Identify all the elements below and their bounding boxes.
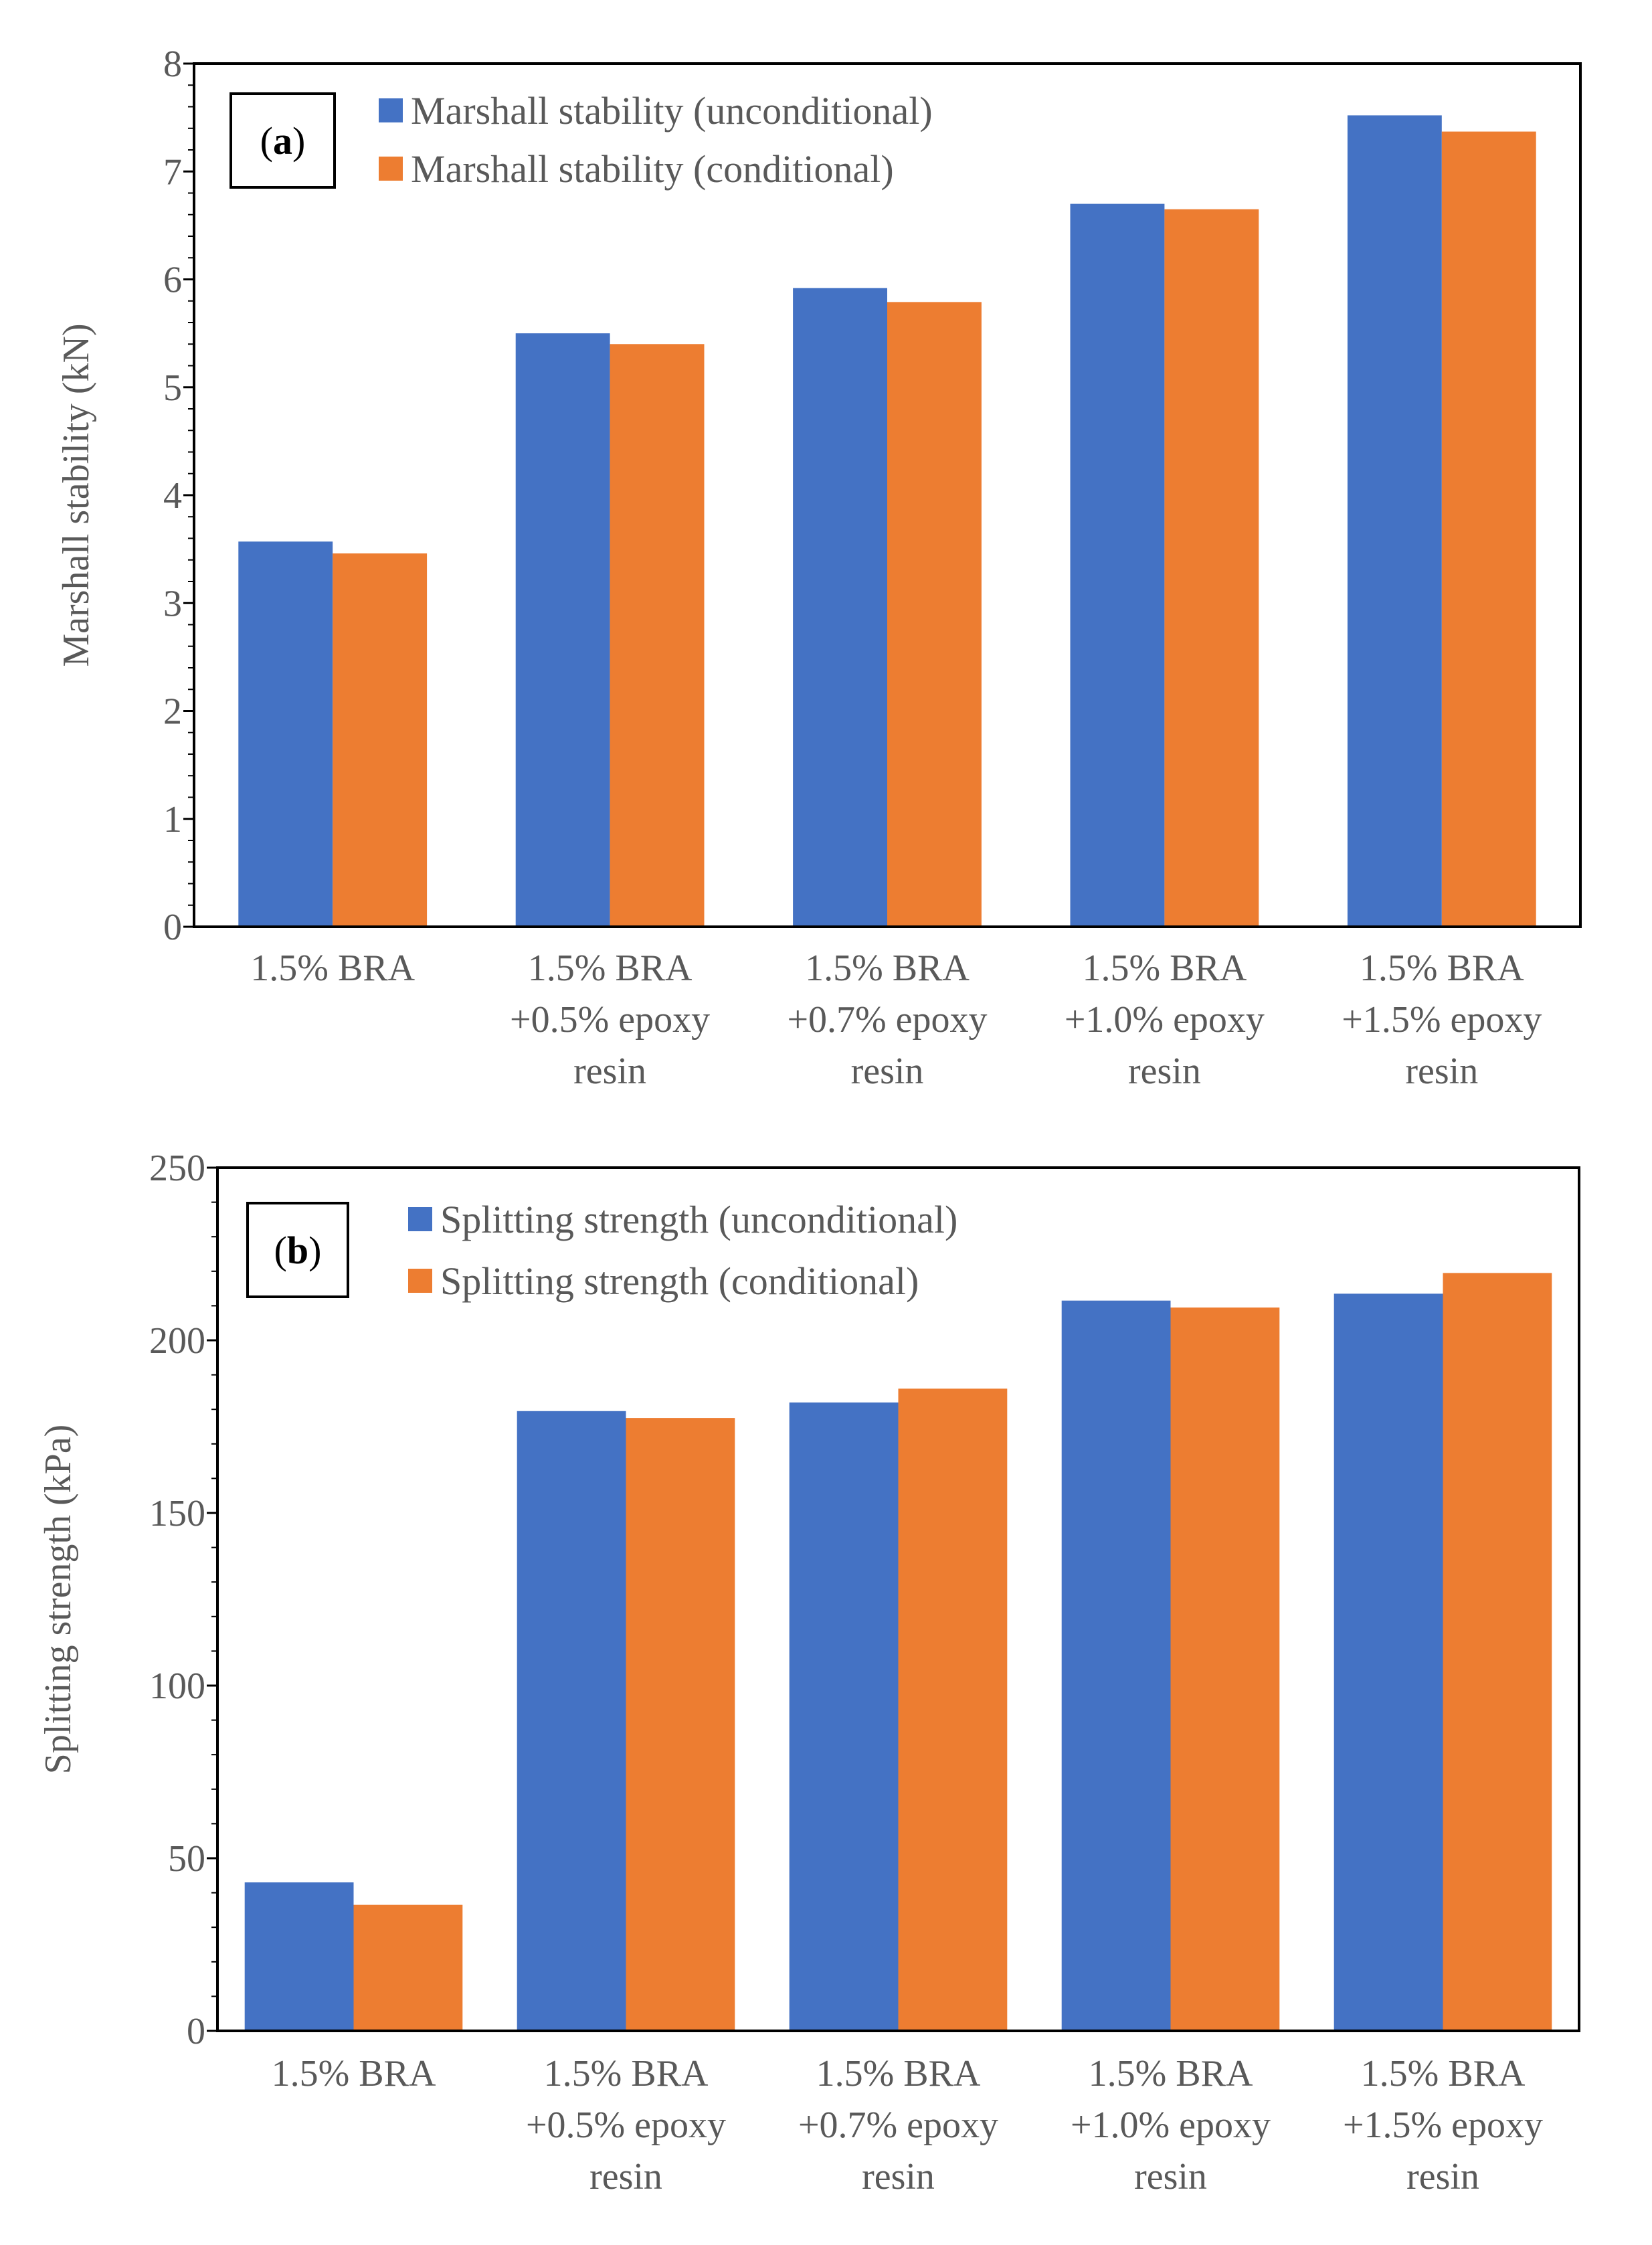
panel-letter: a — [273, 119, 292, 163]
bar-conditional-0 — [353, 1904, 463, 2031]
chart-a-marshall-stability: 0 1 2 3 4 5 6 7 8 Marshall stability (kN) 1.5% BRA… — [56, 43, 1582, 1092]
y-tick-label: 8 — [163, 43, 182, 85]
panel-letter: b — [287, 1229, 308, 1272]
category-label: 1.5% BRA — [544, 2053, 709, 2094]
legend-label-conditional: Marshall stability (conditional) — [411, 147, 894, 191]
category-label: 1.5% BRA — [805, 948, 970, 989]
category-label: resin — [1406, 2156, 1479, 2197]
y-axis-label: Splitting strength (kPa) — [37, 1425, 79, 1775]
y-tick-label: 1 — [163, 799, 182, 840]
category-label: +1.0% epoxy — [1071, 2104, 1271, 2146]
category-label: resin — [1128, 1051, 1201, 1092]
bar-unconditional-0 — [244, 1882, 354, 2031]
legend-label-unconditional: Splitting strength (unconditional) — [440, 1198, 957, 1241]
bar-unconditional-1 — [517, 1411, 626, 2031]
panel-label: (b) — [274, 1229, 322, 1272]
y-tick-label: 2 — [163, 691, 182, 733]
category-label: resin — [573, 1051, 646, 1092]
y-tick-label: 100 — [149, 1666, 205, 1707]
category-label: resin — [862, 2156, 935, 2197]
category-label: resin — [1134, 2156, 1207, 2197]
legend-label-unconditional: Marshall stability (unconditional) — [411, 89, 933, 132]
bar-unconditional-3 — [1061, 1300, 1171, 2031]
bar-unconditional-2 — [793, 288, 887, 927]
panel-label-box — [230, 92, 336, 189]
category-label: resin — [851, 1051, 924, 1092]
y-tick-label: 0 — [187, 2011, 205, 2052]
legend-swatch-conditional — [408, 1269, 432, 1293]
y-tick-label: 5 — [163, 367, 182, 409]
bar-conditional-1 — [610, 344, 705, 927]
y-tick-label: 3 — [163, 583, 182, 624]
category-label: resin — [1405, 1051, 1478, 1092]
y-tick-label: 6 — [163, 260, 182, 301]
category-label: 1.5% BRA — [1083, 948, 1247, 989]
category-label: 1.5% BRA — [272, 2053, 436, 2094]
y-tick-label: 4 — [163, 475, 182, 517]
bar-unconditional-4 — [1334, 1293, 1443, 2031]
bar-conditional-1 — [626, 1418, 735, 2031]
category-label: +1.5% epoxy — [1342, 999, 1542, 1041]
category-label: resin — [589, 2156, 662, 2197]
bar-conditional-2 — [898, 1388, 1008, 2031]
bar-unconditional-2 — [789, 1402, 899, 2031]
plot-frame — [216, 1166, 1580, 2032]
y-tick-label: 50 — [168, 1838, 205, 1880]
category-label: +0.7% epoxy — [798, 2104, 998, 2146]
legend-swatch-unconditional — [379, 98, 403, 122]
bar-conditional-3 — [1164, 209, 1259, 927]
bar-unconditional-3 — [1070, 203, 1165, 927]
category-label: +0.7% epoxy — [787, 999, 987, 1041]
category-label: 1.5% BRA — [250, 948, 415, 989]
y-tick-label: 250 — [149, 1148, 205, 1189]
category-label: 1.5% BRA — [816, 2053, 981, 2094]
bar-conditional-4 — [1441, 131, 1536, 927]
category-label: +1.0% epoxy — [1065, 999, 1265, 1041]
y-tick-label: 200 — [149, 1320, 205, 1362]
category-label: +1.5% epoxy — [1343, 2104, 1543, 2146]
panel-label: (a) — [260, 119, 306, 163]
bar-unconditional-0 — [238, 541, 333, 927]
bar-conditional-0 — [333, 553, 428, 927]
bar-unconditional-4 — [1347, 115, 1442, 927]
bar-conditional-2 — [887, 302, 982, 927]
category-label: 1.5% BRA — [1361, 2053, 1526, 2094]
category-label: 1.5% BRA — [1089, 2053, 1253, 2094]
bar-unconditional-1 — [515, 333, 610, 927]
legend-swatch-unconditional — [408, 1207, 432, 1231]
bar-conditional-4 — [1443, 1273, 1552, 2031]
category-label: 1.5% BRA — [1360, 948, 1524, 989]
category-label: +0.5% epoxy — [526, 2104, 726, 2146]
panel-label-box — [246, 1202, 349, 1298]
chart-b-splitting-strength: 0 50 100 150 200 250 Splitting strength (kPa) 1… — [37, 1148, 1580, 2197]
bar-conditional-3 — [1170, 1307, 1280, 2031]
category-label: +0.5% epoxy — [510, 999, 710, 1041]
legend-swatch-conditional — [379, 157, 403, 181]
y-tick-label: 7 — [163, 151, 182, 193]
y-tick-label: 0 — [163, 907, 182, 948]
y-tick-label: 150 — [149, 1493, 205, 1534]
legend-label-conditional: Splitting strength (conditional) — [440, 1259, 919, 1303]
category-label: 1.5% BRA — [528, 948, 693, 989]
y-axis-label: Marshall stability (kN) — [56, 323, 97, 666]
